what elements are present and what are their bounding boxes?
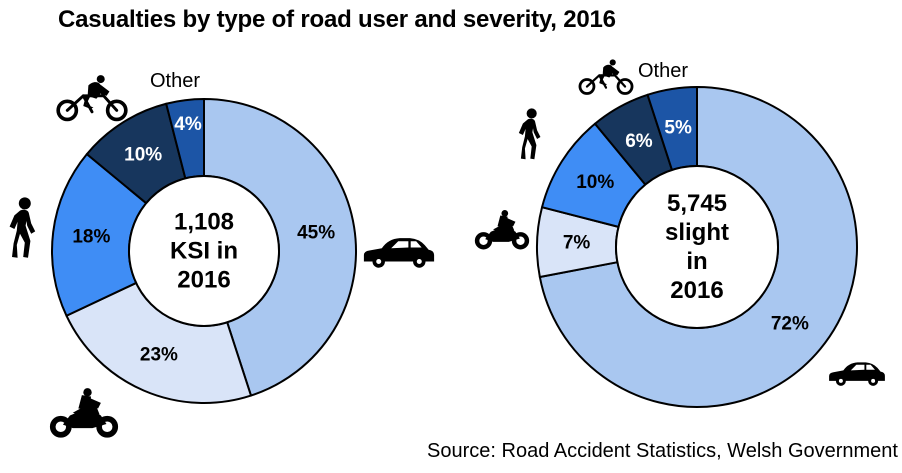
slice-label-car: 72%	[771, 313, 809, 334]
donut-hole	[615, 165, 779, 329]
donut-center-text-line: KSI in	[170, 238, 238, 265]
donut-center-text-line: 1,108	[174, 209, 234, 236]
slice-label-other: 5%	[664, 117, 692, 138]
donut-hole	[128, 175, 280, 327]
bicycle-icon	[578, 56, 634, 98]
slice-label-car: 45%	[297, 223, 335, 244]
source-note: Source: Road Accident Statistics, Welsh …	[427, 440, 898, 462]
donut-center-text-line: in	[686, 248, 707, 275]
pedestrian-icon	[517, 108, 545, 162]
other-slice-callout-ksi: Other	[149, 70, 201, 92]
donut-center-text-line: 2016	[670, 277, 723, 304]
other-slice-callout-slight: Other	[637, 60, 689, 82]
car-icon	[360, 226, 438, 272]
donut-center-text-line: slight	[665, 219, 729, 246]
slice-label-pedestrian: 18%	[72, 226, 110, 247]
donut-center-text-line: 5,745	[667, 190, 727, 217]
slice-label-cyclist: 10%	[124, 145, 162, 166]
slice-label-other: 4%	[174, 114, 202, 135]
slice-label-cyclist: 6%	[625, 131, 653, 152]
slice-label-motorcycle: 7%	[563, 233, 591, 254]
donut-center-text-line: 2016	[177, 267, 230, 294]
motorcycle-icon	[474, 208, 530, 250]
motorcycle-icon	[46, 386, 122, 438]
bicycle-icon	[54, 74, 130, 122]
slice-label-pedestrian: 10%	[576, 172, 614, 193]
page-title: Casualties by type of road user and seve…	[58, 6, 616, 33]
pedestrian-icon	[8, 196, 40, 262]
slice-label-motorcycle: 23%	[140, 345, 178, 366]
car-icon	[826, 352, 888, 390]
